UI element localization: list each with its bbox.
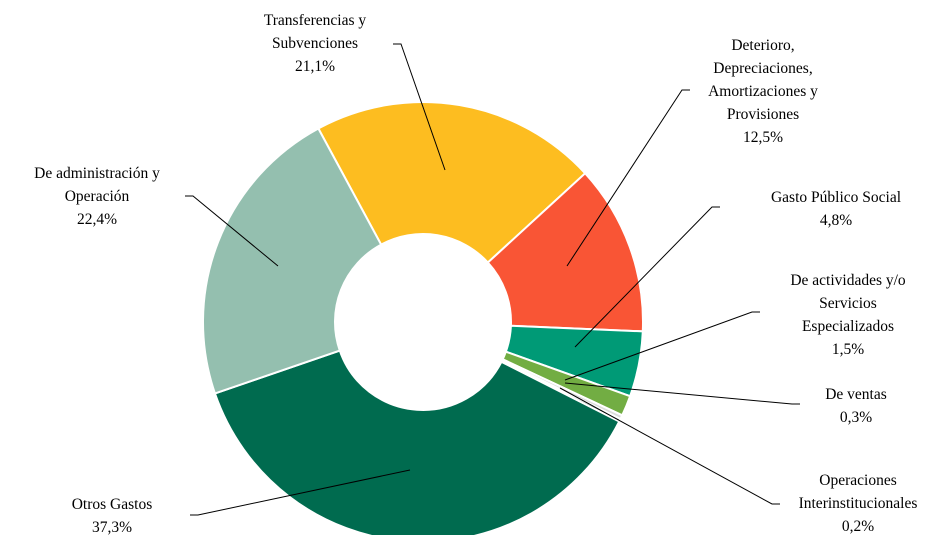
category-label: De administración y Operación xyxy=(34,165,160,205)
value-label: 12,5% xyxy=(742,129,784,146)
category-label: Transferencias y Subvenciones xyxy=(263,12,367,52)
category-label: Operaciones Interinstitucionales xyxy=(798,472,918,512)
value-label: 22,4% xyxy=(76,211,118,228)
leader-line xyxy=(574,206,720,348)
leader-line xyxy=(190,469,411,516)
value-label: 1,5% xyxy=(831,341,865,358)
donut-segment xyxy=(202,127,383,395)
value-label: 0,2% xyxy=(841,518,875,535)
leader-line xyxy=(564,311,760,381)
data-label: Transferencias y Subvenciones 21,1% xyxy=(245,9,385,78)
data-label: De ventas 0,3% xyxy=(806,383,906,429)
category-label: Deterioro, Depreciaciones, Amortizacione… xyxy=(708,37,818,123)
category-label: Otros Gastos xyxy=(71,496,153,513)
donut-segment xyxy=(317,101,587,264)
value-label: 37,3% xyxy=(91,519,133,535)
data-label: Deterioro, Depreciaciones, Amortizacione… xyxy=(683,34,843,149)
donut-segment xyxy=(213,349,621,535)
donut-segment xyxy=(486,171,644,333)
data-label: De administración y Operación 22,4% xyxy=(22,162,172,231)
category-label: De actividades y/o Servicios Especializa… xyxy=(790,272,906,335)
data-label: Otros Gastos 37,3% xyxy=(52,493,172,535)
leader-line xyxy=(566,89,690,267)
value-label: 4,8% xyxy=(819,212,853,229)
value-label: 21,1% xyxy=(294,58,336,75)
leader-line xyxy=(559,387,780,505)
data-label: Operaciones Interinstitucionales 0,2% xyxy=(783,469,927,535)
leader-line xyxy=(393,43,446,171)
value-label: 0,3% xyxy=(839,409,873,426)
data-label: Gasto Público Social 4,8% xyxy=(751,186,921,232)
data-label: De actividades y/o Servicios Especializa… xyxy=(778,269,918,361)
leader-line xyxy=(185,195,279,267)
category-label: Gasto Público Social xyxy=(770,189,902,206)
leader-line xyxy=(564,382,800,405)
category-label: De ventas xyxy=(825,386,887,403)
